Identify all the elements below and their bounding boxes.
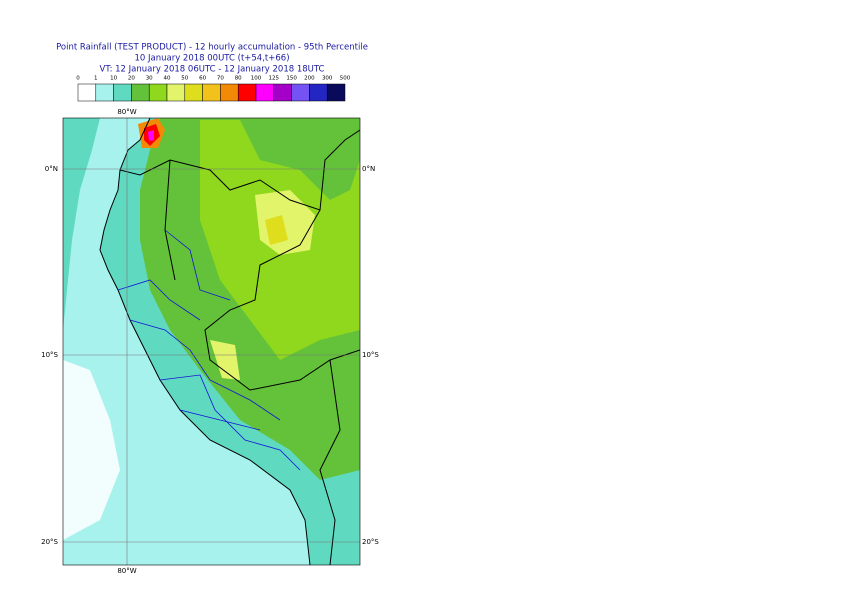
dry-area (63, 360, 120, 540)
rain-area (63, 118, 100, 330)
lon-label: 80°W (117, 108, 136, 116)
lat-label: 20°S (41, 538, 58, 546)
legend-swatch (273, 83, 292, 102)
title: Point Rainfall (TEST PRODUCT) - 12 hourl… (56, 43, 368, 53)
legend-level: 50 (181, 76, 188, 82)
legend-level: 60 (199, 76, 206, 82)
legend-level: 150 (286, 76, 297, 82)
map-frame (62, 117, 361, 566)
legend-swatch (255, 83, 275, 102)
legend-swatch (166, 83, 186, 102)
lon-label: 80°W (117, 567, 136, 575)
legend-swatch (113, 83, 132, 102)
legend-level: 500 (340, 76, 351, 82)
legend-swatch (326, 83, 346, 102)
legend-level: 100 (251, 76, 262, 82)
legend-level: 200 (304, 76, 315, 82)
legend-swatch (77, 83, 97, 102)
legend-level: 30 (146, 76, 153, 82)
rain-area (265, 215, 288, 245)
legend-level: 80 (235, 76, 242, 82)
legend-swatch (237, 83, 257, 102)
legend-swatch (309, 83, 328, 102)
map (63, 118, 360, 565)
legend-swatch (220, 83, 239, 102)
legend-level: 20 (128, 76, 135, 82)
legend-swatch (291, 83, 310, 102)
legend-swatch (184, 83, 203, 102)
legend-swatch (95, 83, 114, 102)
rain-area (210, 340, 240, 380)
legend-level: 70 (217, 76, 224, 82)
legend-level: 0 (76, 76, 80, 82)
validity: VT: 12 January 2018 06UTC - 12 January 2… (100, 65, 325, 75)
legend-level: 10 (110, 76, 117, 82)
lat-label: 20°S (362, 538, 379, 546)
legend-swatch (131, 83, 150, 102)
legend-swatch (148, 83, 168, 102)
lat-label: 10°S (41, 351, 58, 359)
lat-label: 0°N (362, 165, 375, 173)
lat-label: 10°S (362, 351, 379, 359)
province-border (117, 229, 301, 471)
legend: 0 1 10 20 30 40 50 60 70 80 100 125 150 200 300 500 (76, 76, 351, 102)
border (119, 129, 360, 565)
legend-level: 40 (164, 76, 171, 82)
run-info: 10 January 2018 00UTC (t+54,t+66) (134, 54, 289, 64)
lat-label: 0°N (45, 165, 58, 173)
rain-area (148, 130, 154, 141)
legend-level: 125 (269, 76, 280, 82)
legend-level: 300 (322, 76, 333, 82)
legend-swatch (202, 83, 221, 102)
legend-level: 1 (94, 76, 98, 82)
